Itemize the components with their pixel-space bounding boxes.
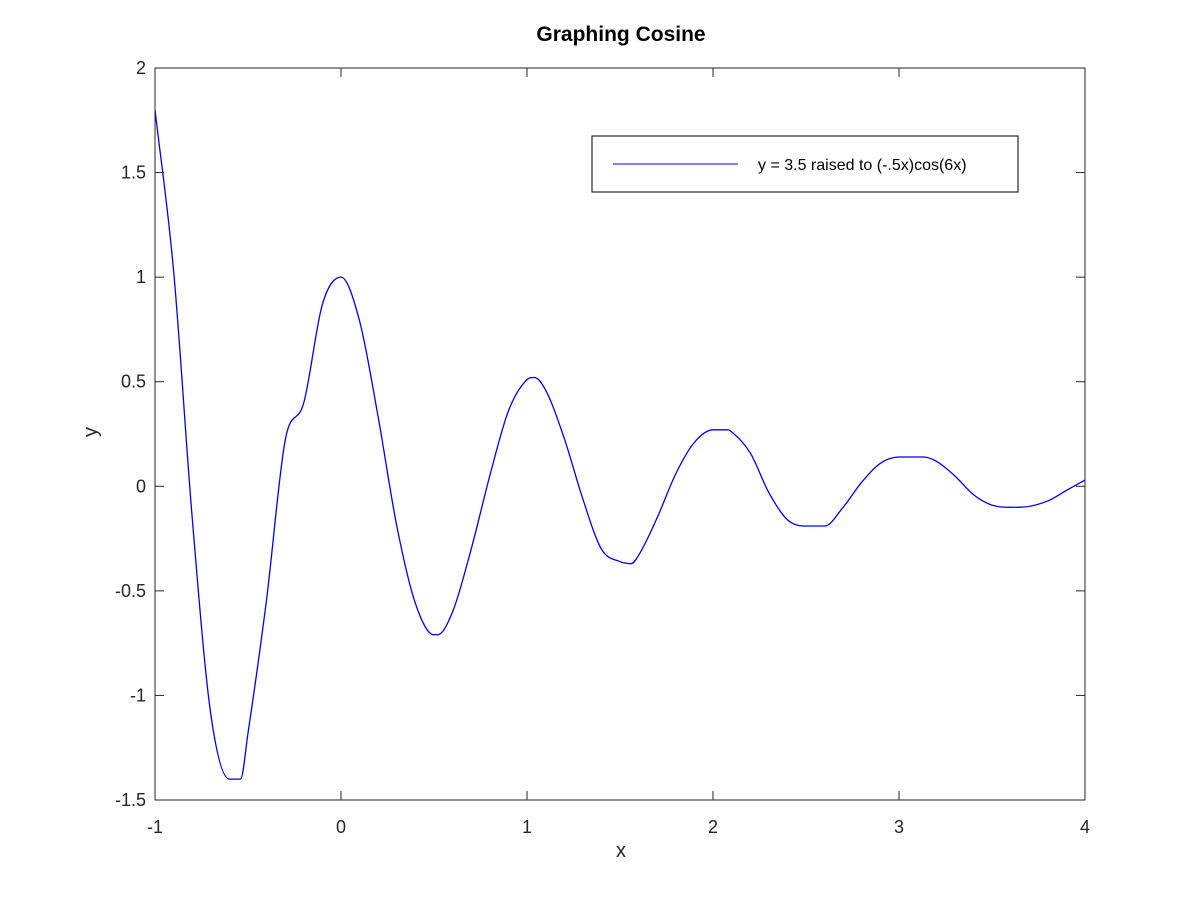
y-tick-label: -1.5 [115, 790, 146, 810]
y-tick-label: -0.5 [115, 581, 146, 601]
y-axis-label: y [80, 427, 102, 437]
y-tick-label: 0.5 [121, 372, 146, 392]
plot-area: -1 0 1 2 3 4-1.5-1-0.500.511.52 [115, 58, 1090, 837]
x-tick-label: 4 [1080, 817, 1090, 837]
axes-box [154, 67, 1086, 801]
legend: y = 3.5 raised to (-.5x)cos(6x) [591, 135, 1019, 193]
y-tick-label: 2 [136, 58, 146, 78]
legend-entry-label: y = 3.5 raised to (-.5x)cos(6x) [758, 157, 967, 174]
x-tick-label: 0 [336, 817, 346, 837]
y-tick-label: 0 [136, 476, 146, 496]
y-tick-label: -1 [130, 685, 146, 705]
y-tick-label: 1.5 [121, 163, 146, 183]
x-tick-label: 1 [522, 817, 532, 837]
y-tick-label: 1 [136, 267, 146, 287]
x-tick-label: 3 [894, 817, 904, 837]
x-tick-label: 2 [708, 817, 718, 837]
x-axis-label: x [616, 840, 626, 862]
x-tick-label: -1 [147, 817, 163, 837]
series-line [154, 109, 1086, 780]
chart-title: Graphing Cosine [536, 23, 705, 46]
